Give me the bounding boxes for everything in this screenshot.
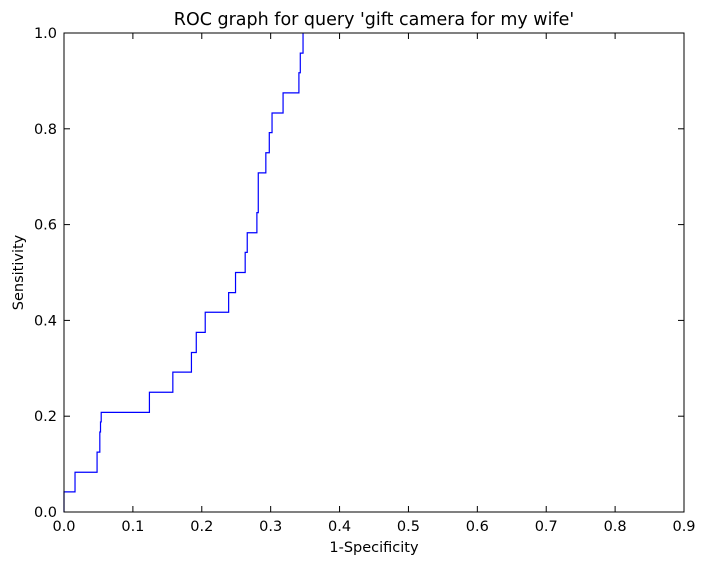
ticks-layer: [63, 32, 685, 513]
x-tick-label: 0.3: [259, 519, 282, 535]
x-tick-label: 0.2: [190, 519, 213, 535]
x-tick-label: 0.4: [328, 519, 351, 535]
plot-frame: [63, 32, 685, 513]
x-tick-label: 0.0: [52, 519, 75, 535]
y-axis-label: Sensitivity: [11, 234, 27, 310]
y-tick-label: 0.8: [34, 122, 57, 138]
tick-labels-layer: 0.0 0.1 0.2 0.3 0.4 0.5 0.6 0.7 0.8 0.9 0.0 0.2 0.4 0…: [34, 26, 696, 535]
y-tick-label: 0.2: [34, 409, 57, 425]
chart-title: ROC graph for query 'gift camera for my …: [174, 10, 574, 30]
x-tick-label: 0.9: [672, 519, 695, 535]
y-tick-label: 0.6: [34, 218, 57, 234]
series-layer: [63, 33, 304, 512]
x-tick-label: 0.1: [121, 519, 144, 535]
x-tick-label: 0.7: [535, 519, 558, 535]
x-axis-label: 1-Specificity: [329, 540, 419, 556]
y-tick-label: 0.4: [34, 313, 57, 329]
x-tick-label: 0.8: [604, 519, 627, 535]
x-tick-label: 0.5: [397, 519, 420, 535]
roc-curve: [63, 33, 304, 512]
y-tick-label: 1.0: [34, 26, 57, 42]
x-tick-label: 0.6: [466, 519, 489, 535]
y-tick-label: 0.0: [34, 505, 57, 521]
